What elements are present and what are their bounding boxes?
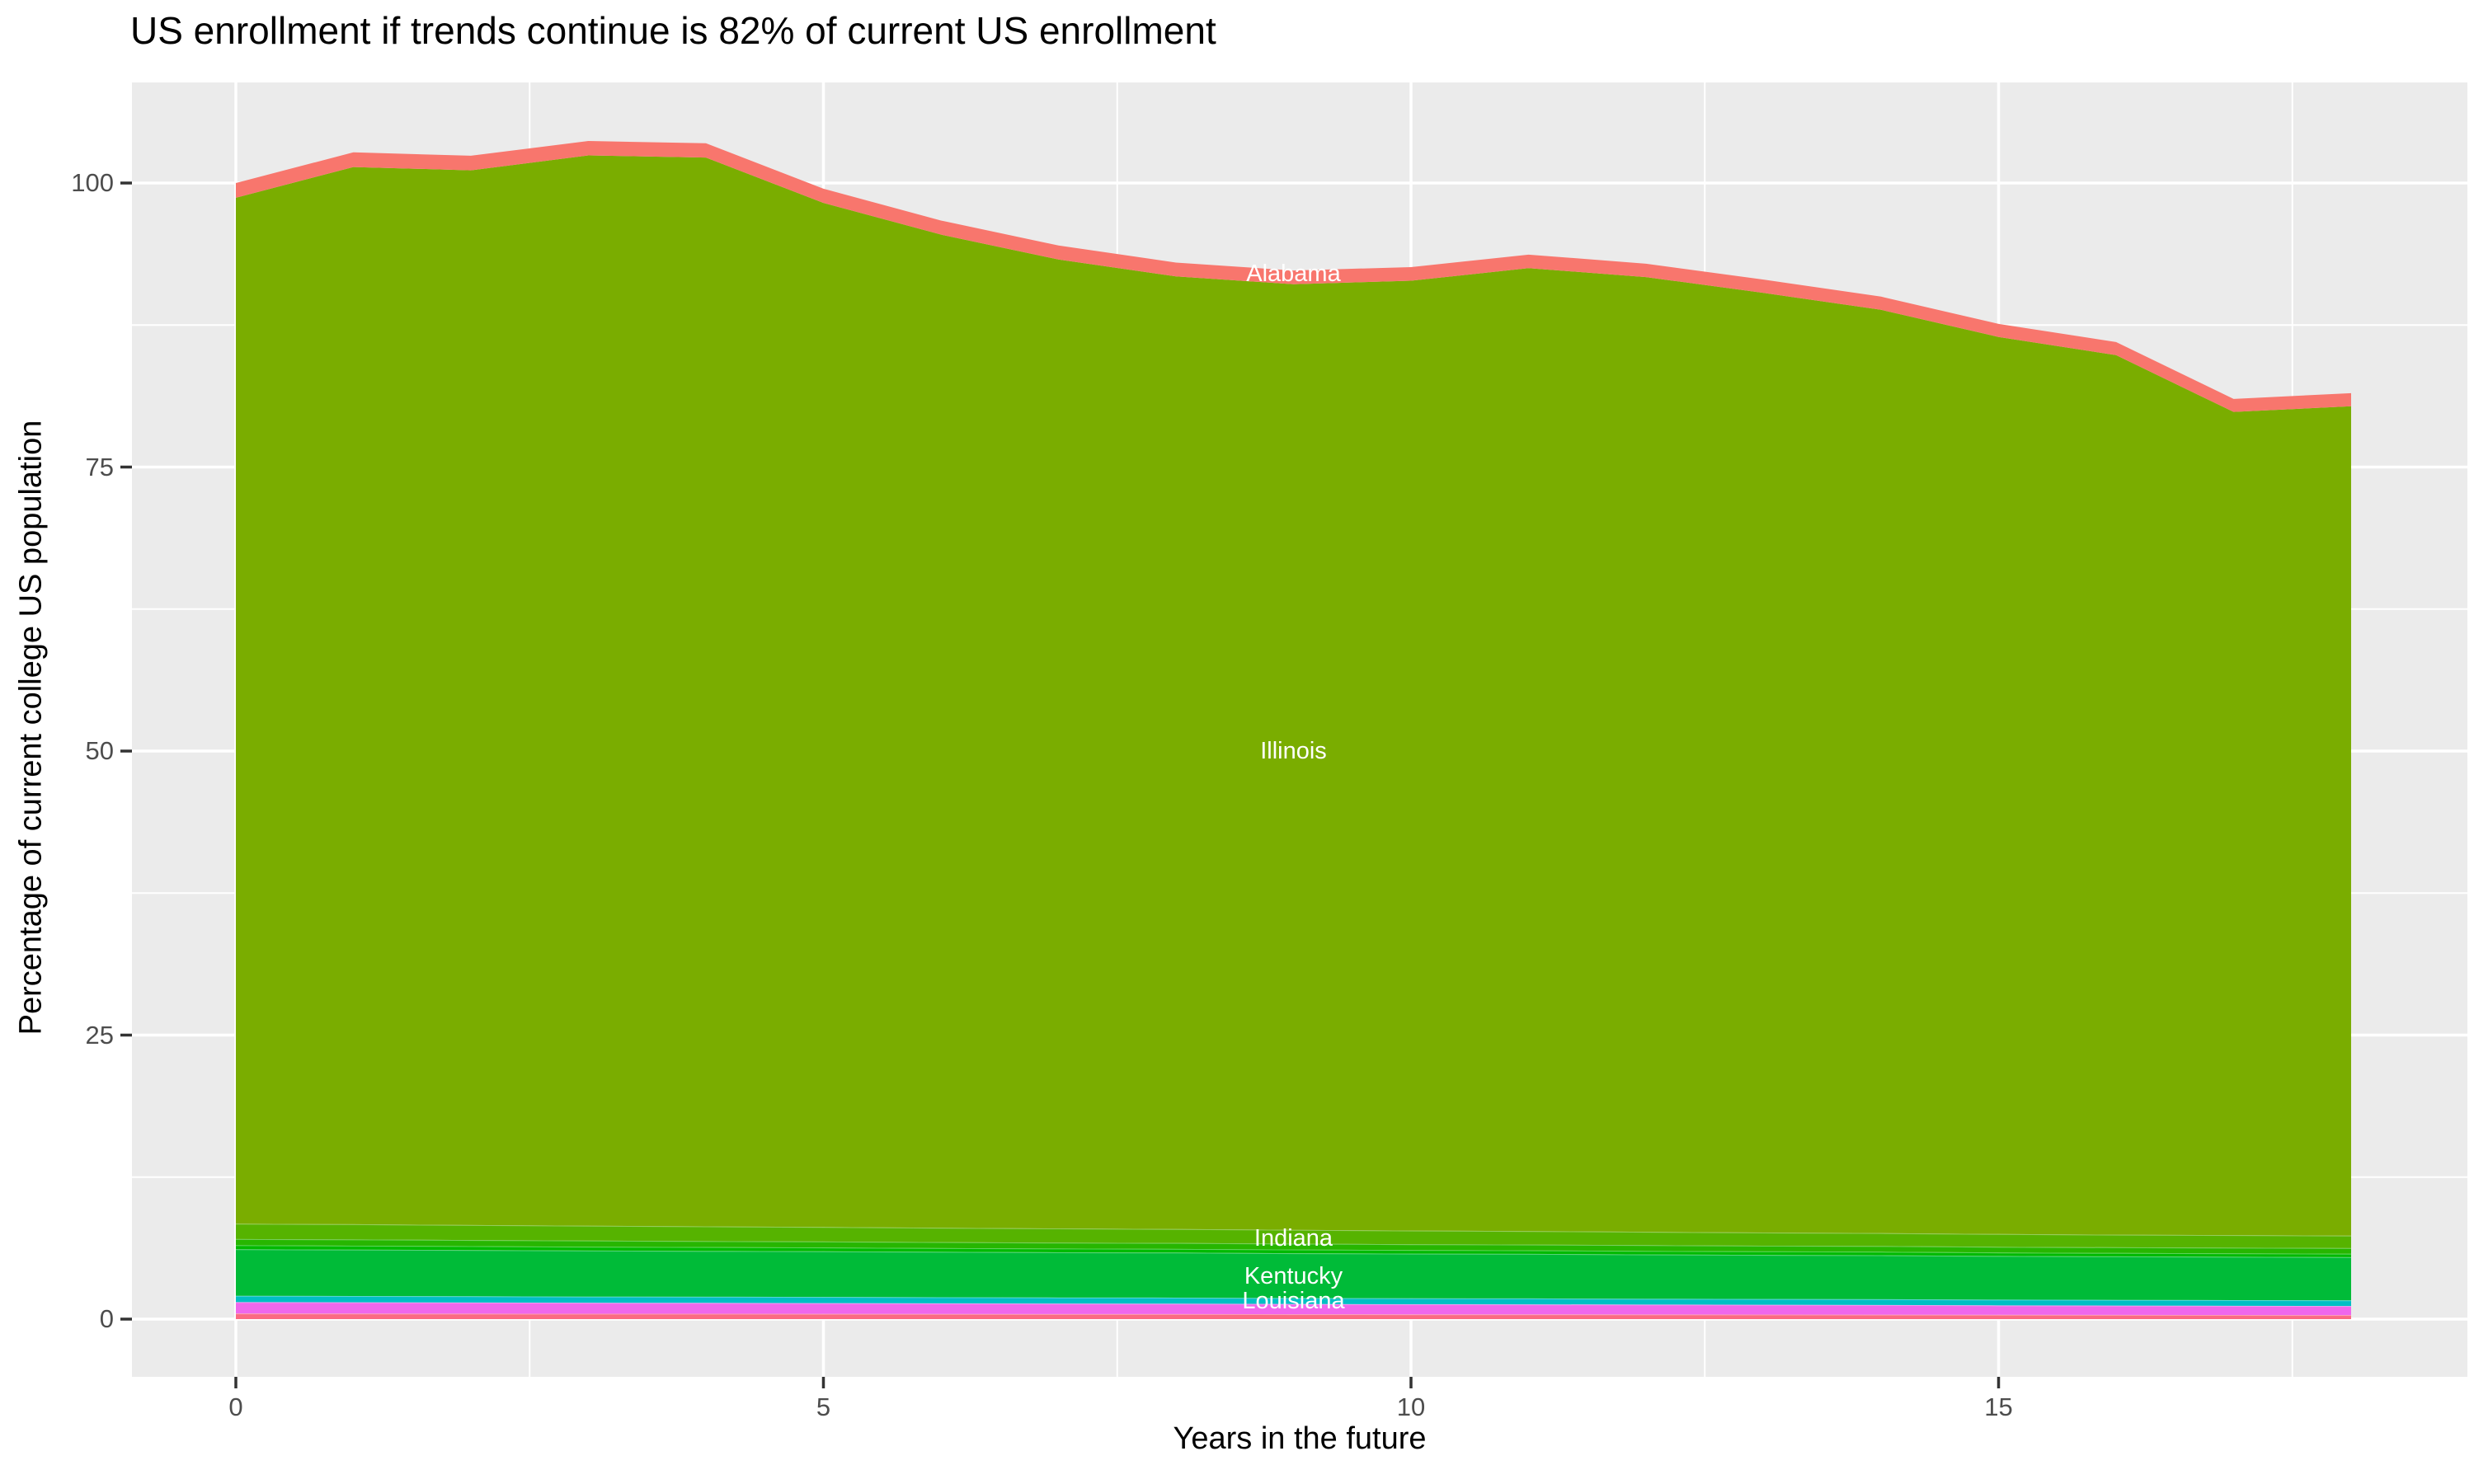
area-band-louisiana bbox=[236, 1302, 2351, 1316]
x-tick-label: 0 bbox=[228, 1392, 243, 1421]
area-band-alabama bbox=[236, 141, 2351, 412]
area-band-unlabeled-2 bbox=[236, 1295, 2351, 1307]
y-tick-label: 25 bbox=[85, 1020, 114, 1050]
area-band-unlabeled-0 bbox=[236, 1313, 2351, 1319]
y-tick-label: 75 bbox=[85, 452, 114, 481]
area-label-illinois: Illinois bbox=[1260, 738, 1327, 764]
area-label-alabama: Alabama bbox=[1246, 261, 1341, 288]
y-tick-label: 0 bbox=[99, 1304, 114, 1333]
x-tick-label: 15 bbox=[1984, 1392, 2013, 1421]
area-band-unlabeled-5 bbox=[236, 1238, 2351, 1254]
area-band-illinois bbox=[236, 155, 2351, 1236]
area-band-indiana bbox=[236, 1223, 2351, 1248]
area-label-louisiana: Louisiana bbox=[1242, 1287, 1345, 1314]
area-label-kentucky: Kentucky bbox=[1244, 1262, 1343, 1289]
area-band-kentucky bbox=[236, 1249, 2351, 1301]
x-tick-label: 10 bbox=[1396, 1392, 1426, 1421]
chart-title: US enrollment if trends continue is 82% … bbox=[130, 9, 1216, 52]
x-tick-label: 5 bbox=[816, 1392, 831, 1421]
x-axis-title: Years in the future bbox=[1173, 1421, 1427, 1456]
area-band-unlabeled-4 bbox=[236, 1245, 2351, 1257]
area-label-indiana: Indiana bbox=[1253, 1225, 1333, 1252]
y-tick-label: 100 bbox=[71, 168, 114, 197]
y-tick-label: 50 bbox=[85, 736, 114, 765]
